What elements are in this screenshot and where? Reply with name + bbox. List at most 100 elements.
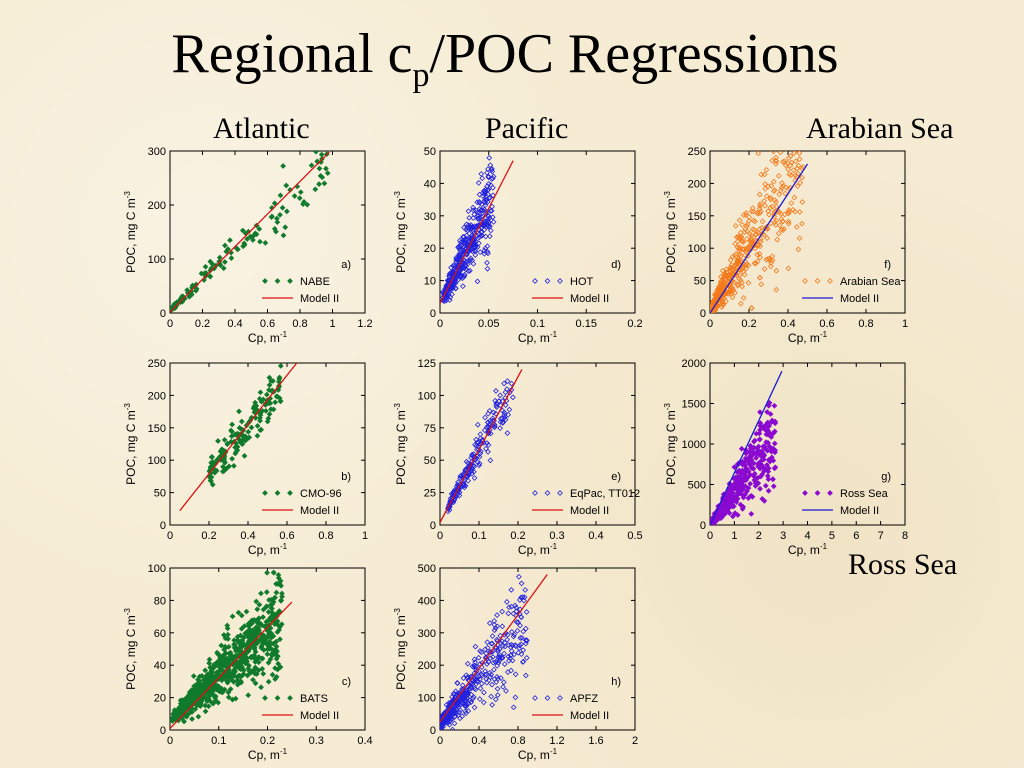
data-point bbox=[263, 589, 270, 595]
data-layer bbox=[710, 102, 809, 313]
plot-frame bbox=[709, 150, 906, 314]
data-point bbox=[477, 431, 484, 438]
data-point bbox=[469, 465, 475, 471]
data-point bbox=[230, 661, 237, 667]
data-point bbox=[515, 619, 521, 626]
data-point bbox=[272, 665, 278, 672]
data-point bbox=[279, 593, 285, 600]
y-tick-label: 250 bbox=[148, 358, 166, 370]
data-point bbox=[251, 641, 258, 648]
regression-line bbox=[710, 370, 783, 525]
y-tick-label: 1000 bbox=[682, 439, 706, 451]
x-axis-label: Cp, m-1 bbox=[518, 542, 558, 557]
data-point bbox=[469, 663, 476, 670]
data-point bbox=[487, 162, 494, 169]
data-point bbox=[232, 643, 238, 650]
data-point bbox=[468, 691, 475, 698]
data-point bbox=[765, 487, 772, 494]
data-point bbox=[767, 195, 774, 201]
data-point bbox=[473, 436, 480, 443]
data-point bbox=[206, 656, 213, 663]
x-tick-label: 0.4 bbox=[240, 530, 255, 542]
data-point bbox=[269, 601, 276, 608]
data-point bbox=[490, 654, 496, 660]
data-point bbox=[265, 631, 272, 638]
data-point bbox=[494, 612, 500, 618]
data-point bbox=[470, 204, 476, 211]
data-point bbox=[261, 623, 268, 630]
data-point bbox=[789, 102, 794, 107]
data-point bbox=[214, 457, 220, 463]
data-point bbox=[206, 672, 213, 679]
data-point bbox=[254, 422, 261, 429]
data-point bbox=[222, 259, 228, 265]
data-point bbox=[776, 209, 783, 216]
data-point bbox=[770, 476, 776, 483]
data-point bbox=[726, 503, 732, 510]
data-point bbox=[516, 645, 522, 651]
data-point bbox=[476, 460, 483, 467]
data-point bbox=[207, 477, 214, 484]
data-point bbox=[443, 297, 450, 304]
data-point bbox=[777, 151, 784, 156]
x-tick-label: 0.2 bbox=[201, 530, 216, 542]
data-point bbox=[465, 673, 471, 680]
data-point bbox=[723, 276, 730, 283]
data-point bbox=[771, 465, 778, 472]
data-point bbox=[222, 459, 228, 466]
data-point bbox=[215, 699, 222, 706]
data-point bbox=[767, 263, 774, 270]
data-point bbox=[791, 151, 797, 157]
data-point bbox=[460, 283, 466, 290]
data-point bbox=[761, 171, 768, 178]
data-point bbox=[237, 638, 244, 645]
data-point bbox=[313, 151, 319, 155]
data-point bbox=[773, 267, 780, 274]
data-point bbox=[444, 719, 451, 726]
data-point bbox=[267, 614, 274, 621]
data-point bbox=[471, 475, 478, 481]
data-point bbox=[515, 649, 522, 656]
data-point bbox=[316, 165, 323, 172]
data-point bbox=[225, 246, 231, 252]
data-point bbox=[483, 650, 490, 657]
legend-label: Model II bbox=[840, 505, 879, 517]
data-point bbox=[769, 203, 776, 210]
data-point bbox=[736, 244, 743, 251]
y-tick-label: 0 bbox=[700, 520, 706, 532]
data-point bbox=[788, 159, 795, 166]
x-axis-label: Cp, m-1 bbox=[788, 330, 828, 345]
data-point bbox=[466, 214, 473, 221]
data-point bbox=[229, 613, 236, 620]
panel-label: a) bbox=[341, 259, 351, 271]
data-point bbox=[512, 694, 519, 701]
data-point bbox=[246, 434, 253, 441]
data-point bbox=[451, 720, 458, 727]
data-point bbox=[730, 486, 737, 492]
data-point bbox=[506, 604, 512, 611]
data-point bbox=[785, 210, 792, 217]
x-tick-label: 0.4 bbox=[471, 735, 486, 747]
data-point bbox=[225, 694, 232, 701]
data-point bbox=[452, 688, 459, 695]
data-point bbox=[318, 151, 325, 158]
data-point bbox=[757, 274, 763, 281]
data-point bbox=[758, 171, 765, 178]
y-tick-label: 50 bbox=[694, 276, 706, 288]
regression-line bbox=[440, 574, 548, 723]
data-point bbox=[720, 501, 726, 507]
data-point bbox=[487, 457, 494, 464]
data-point bbox=[257, 238, 263, 245]
data-point bbox=[488, 649, 494, 655]
y-tick-label: 2000 bbox=[682, 358, 706, 370]
data-point bbox=[751, 444, 757, 451]
data-point bbox=[506, 389, 513, 396]
data-point bbox=[195, 713, 202, 720]
data-point bbox=[731, 279, 737, 285]
data-point bbox=[263, 618, 270, 625]
data-point bbox=[472, 643, 479, 650]
data-point bbox=[485, 216, 491, 222]
data-point bbox=[509, 629, 515, 635]
data-point bbox=[278, 621, 285, 628]
x-tick-label: 0 bbox=[707, 530, 713, 542]
